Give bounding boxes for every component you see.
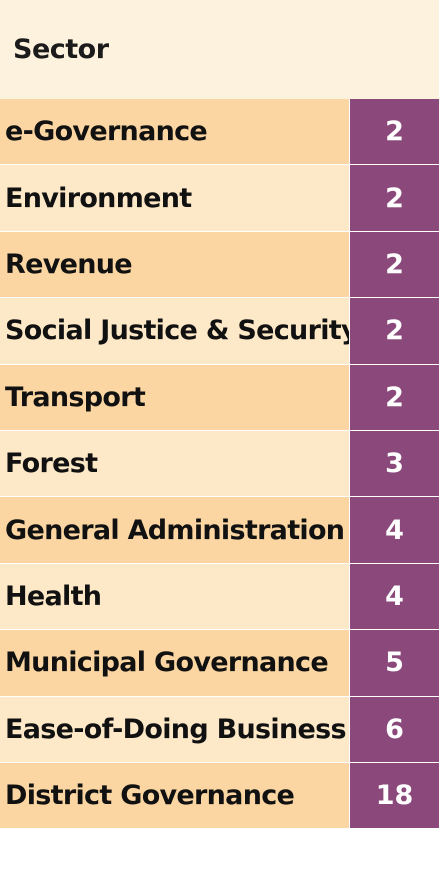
table-header: Sector: [0, 0, 439, 99]
table-row: Environment 2: [0, 165, 439, 232]
sector-name-cell: Forest: [0, 430, 349, 497]
sector-name-cell: Environment: [0, 165, 349, 231]
sector-value-cell: 3: [349, 430, 439, 497]
sector-value-cell: 2: [349, 99, 439, 165]
sector-name-cell: Health: [0, 563, 349, 630]
table-row: Transport 2: [0, 364, 439, 431]
table-row: Municipal Governance 5: [0, 630, 439, 697]
sector-name-cell: Municipal Governance: [0, 630, 349, 696]
sector-name-cell: Revenue: [0, 231, 349, 298]
sector-value-cell: 2: [349, 364, 439, 430]
table-row: Revenue 2: [0, 231, 439, 299]
sector-name-cell: District Governance: [0, 762, 349, 829]
sector-value-cell: 2: [349, 298, 439, 364]
table-row: General Administration 4: [0, 497, 439, 564]
sector-value-cell: 5: [349, 630, 439, 696]
sector-name-cell: Ease-of-Doing Business: [0, 696, 349, 762]
table-row: Forest 3: [0, 430, 439, 498]
sector-value-cell: 18: [349, 762, 439, 829]
table-row: District Governance 18: [0, 762, 439, 830]
table-row: Social Justice & Security 2: [0, 298, 439, 365]
sector-name-cell: General Administration: [0, 497, 349, 563]
sector-name-cell: Transport: [0, 364, 349, 430]
sector-value-cell: 4: [349, 497, 439, 563]
header-sector-label: Sector: [13, 34, 109, 65]
table-body: e-Governance 2 Environment 2 Revenue 2 Social …: [0, 99, 439, 830]
sector-name-cell: Social Justice & Security: [0, 298, 349, 364]
sector-value-cell: 6: [349, 696, 439, 762]
table-row: e-Governance 2: [0, 99, 439, 166]
sector-value-cell: 2: [349, 165, 439, 231]
sector-value-cell: 4: [349, 563, 439, 630]
sector-name-cell: e-Governance: [0, 99, 349, 165]
sector-table: Sector e-Governance 2 Environment 2 Revenue 2…: [0, 0, 439, 830]
table-row: Health 4: [0, 563, 439, 631]
sector-value-cell: 2: [349, 231, 439, 298]
table-row: Ease-of-Doing Business 6: [0, 696, 439, 763]
